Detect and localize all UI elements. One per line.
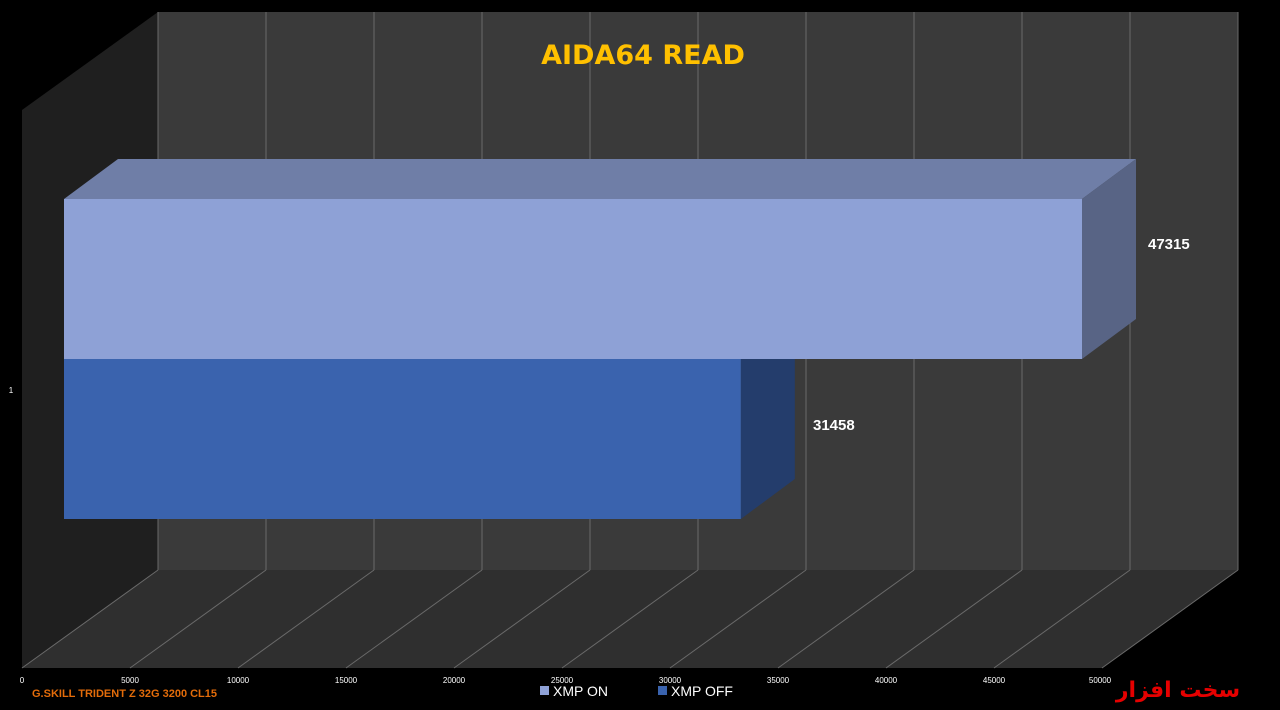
x-tick-label: 30000	[659, 676, 682, 685]
data-label-xmp-off: 31458	[813, 417, 855, 434]
gridline-floor	[129, 569, 267, 669]
x-tick-label: 10000	[227, 676, 250, 685]
gridline-floor	[669, 569, 807, 669]
gridline-floor	[777, 569, 915, 669]
x-tick-label: 15000	[335, 676, 358, 685]
gridline-floor	[885, 569, 1023, 669]
x-tick-label: 35000	[767, 676, 790, 685]
gridline-floor	[453, 569, 591, 669]
bar-xmp-on	[64, 159, 1136, 359]
bar-front-face	[64, 199, 1082, 359]
bar-top-face	[64, 159, 1136, 199]
bar-side-face	[1082, 159, 1136, 359]
legend-label-xmp-off: XMP OFF	[671, 683, 733, 699]
gridline-floor	[993, 569, 1131, 669]
gridline-floor	[21, 569, 159, 669]
chart-title: AIDA64 READ	[541, 40, 745, 71]
legend-swatch-xmp-off	[658, 686, 667, 695]
legend-swatch-xmp-on	[540, 686, 549, 695]
gridline-floor	[1101, 569, 1239, 669]
bar-front-face	[64, 359, 741, 519]
gridline-floor	[345, 569, 483, 669]
x-tick-label: 45000	[983, 676, 1006, 685]
x-axis-ticks: 0 5000 10000 15000 20000 25000 30000 350…	[20, 676, 1112, 685]
gridline-floor	[561, 569, 699, 669]
x-tick-label: 20000	[443, 676, 466, 685]
bar-side-face	[740, 319, 795, 519]
gridline-floor	[237, 569, 375, 669]
data-label-xmp-on: 47315	[1148, 236, 1190, 253]
legend: XMP ON XMP OFF	[540, 683, 733, 699]
site-logo: سخت افزار	[1115, 678, 1240, 703]
x-tick-label: 50000	[1089, 676, 1112, 685]
bar-xmp-off	[64, 319, 795, 519]
x-tick-label: 0	[20, 676, 25, 685]
x-tick-label: 25000	[551, 676, 574, 685]
x-tick-label: 40000	[875, 676, 898, 685]
product-footer: G.SKILL TRIDENT Z 32G 3200 CL15	[32, 688, 217, 700]
legend-label-xmp-on: XMP ON	[553, 683, 608, 699]
bars	[64, 159, 1136, 519]
x-tick-label: 5000	[121, 676, 139, 685]
category-label: 1	[9, 386, 14, 395]
